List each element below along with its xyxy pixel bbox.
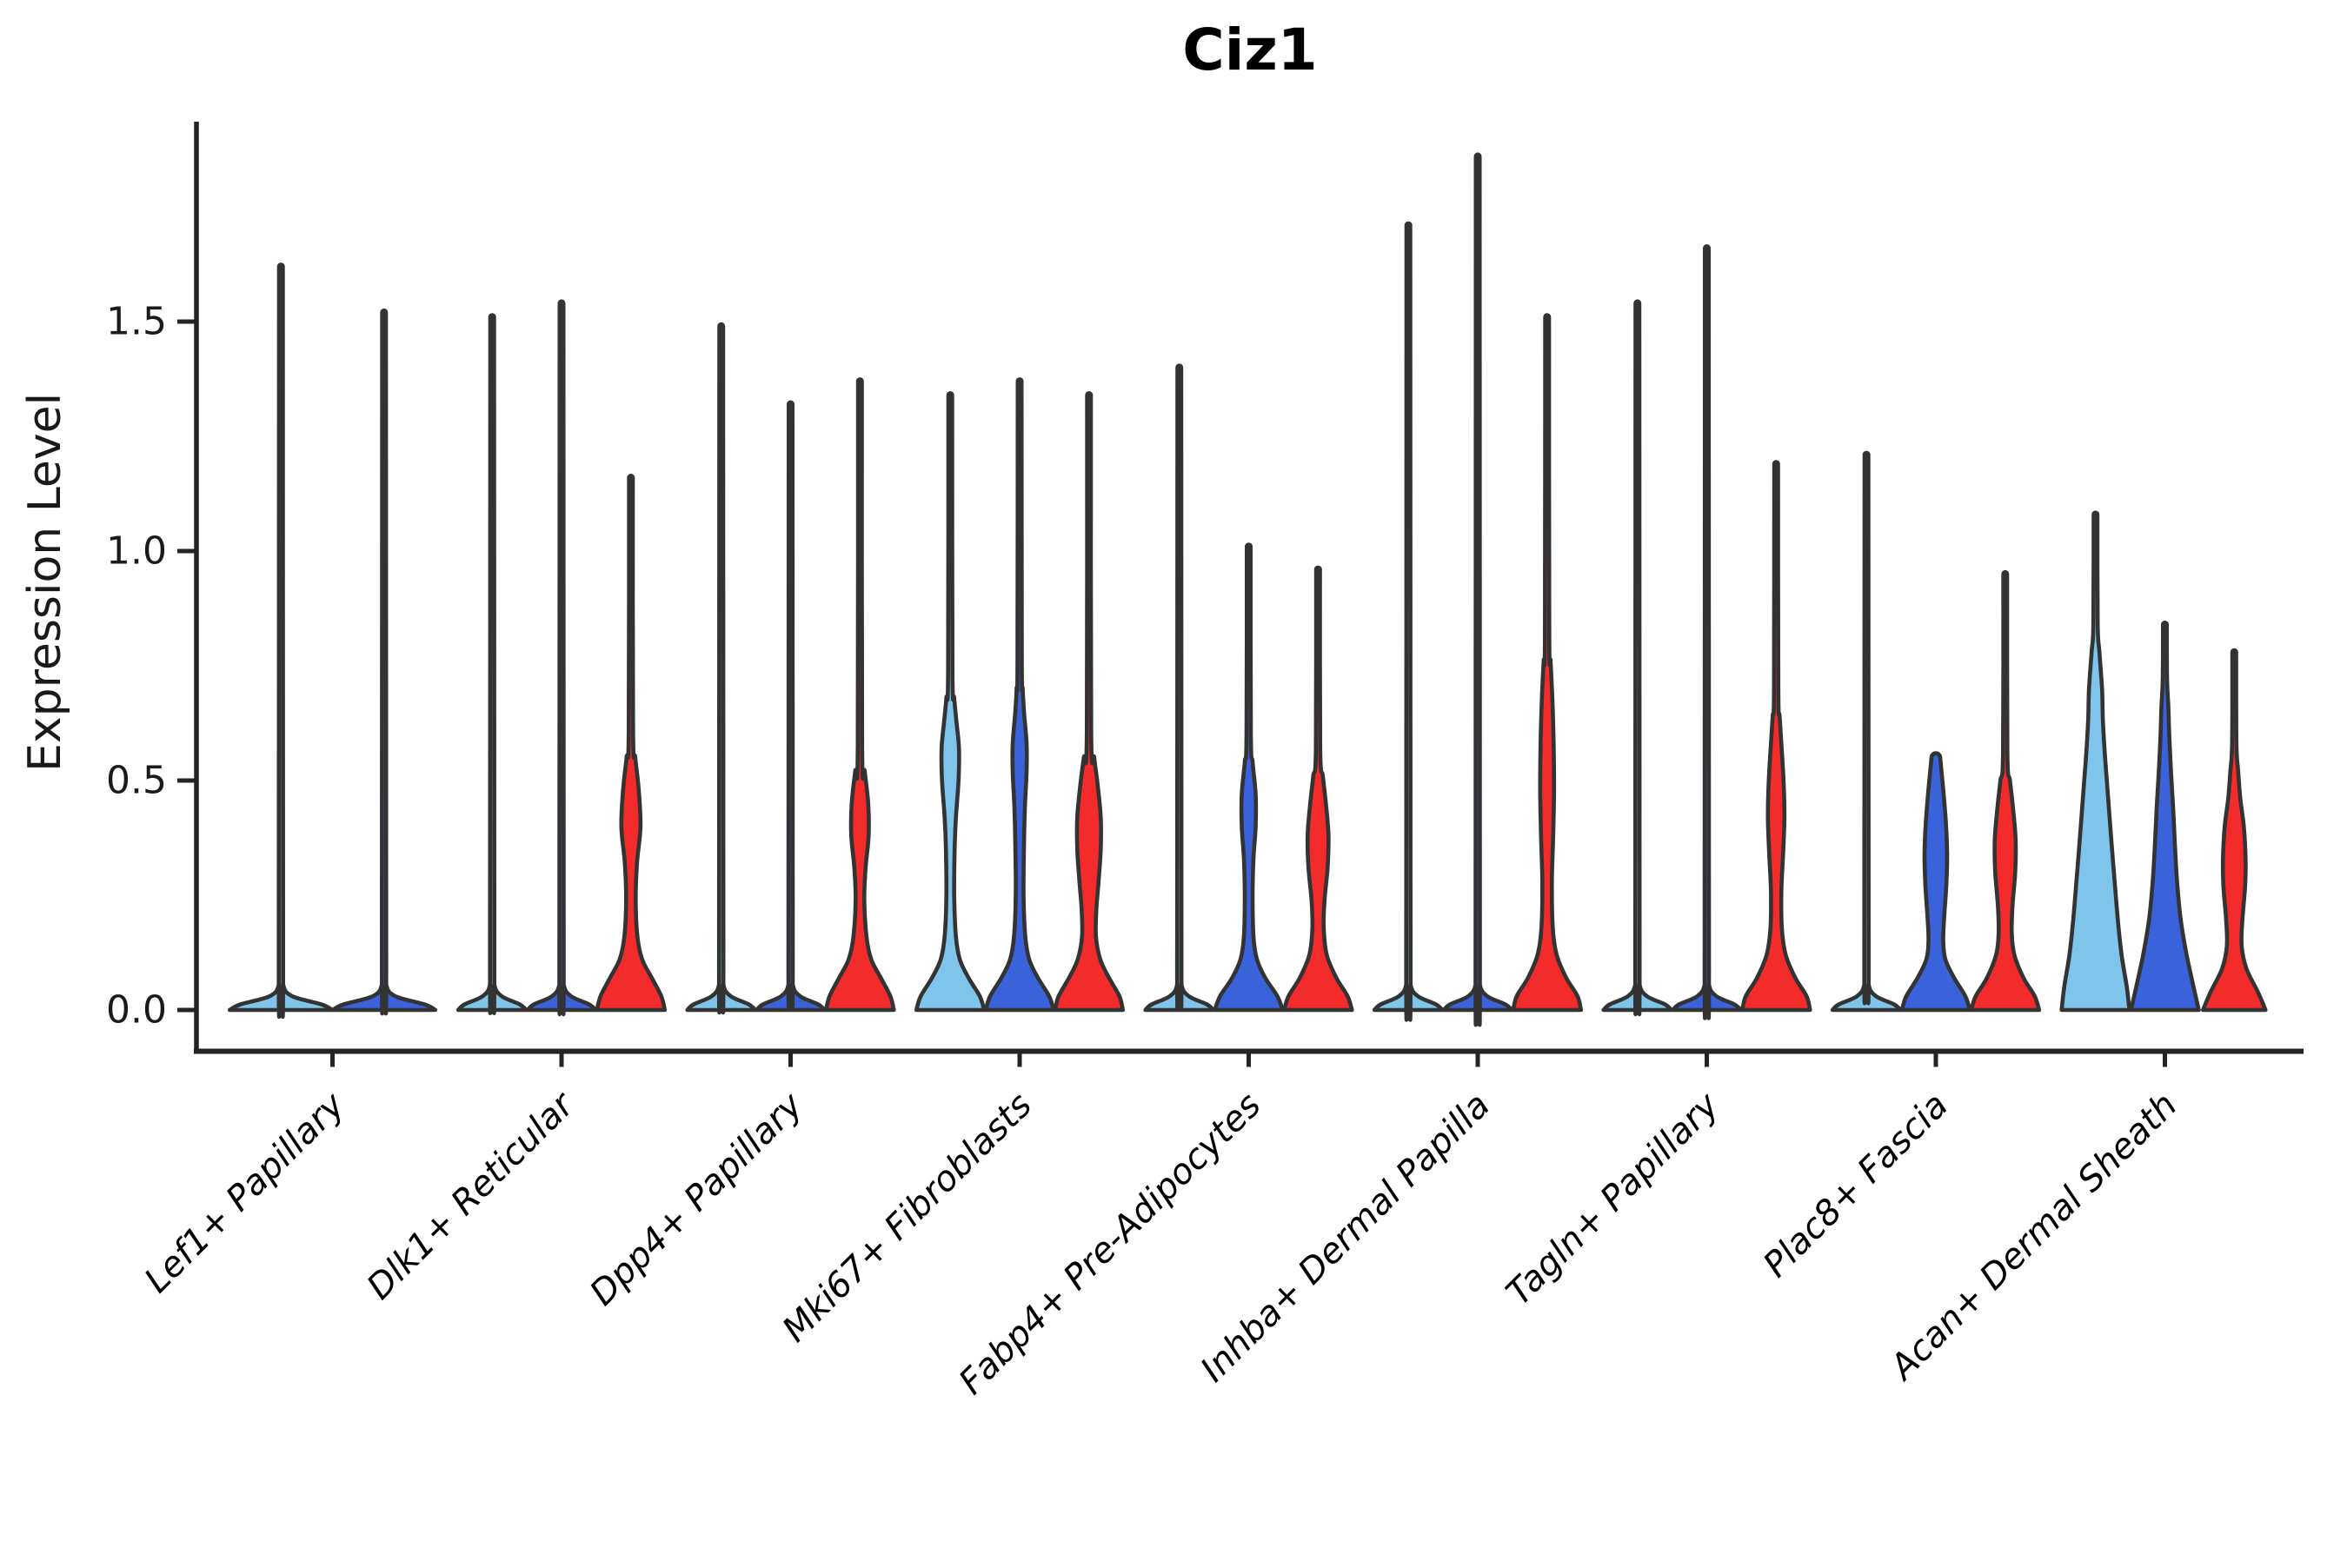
violin-plac8-fascia-lightblue: [1830, 450, 1903, 1013]
violin-lef1-papillary-blue: [330, 308, 438, 1016]
y-tick-label-1.0: 1.0: [106, 529, 167, 574]
violin-acan-dermal-sheath-lightblue: [2059, 510, 2131, 1013]
violin-fabp4-pre-adipocytes-blue: [1213, 542, 1285, 1013]
x-tick-label-dlk1-reticular: Dlk1+ Reticular: [360, 1084, 583, 1307]
y-tick-label-0.0: 0.0: [106, 988, 167, 1033]
violin-dpp4-papillary-lightblue: [685, 322, 757, 1015]
y-tick-label-0.5: 0.5: [106, 759, 167, 803]
violin-mki67-fibroblasts-lightblue: [914, 391, 987, 1013]
violin-acan-dermal-sheath-red: [2201, 648, 2268, 1013]
page-title: Ciz1: [1182, 17, 1317, 83]
violin-dlk1-reticular-lightblue: [455, 313, 529, 1015]
violin-tagln-papillary-red: [1740, 460, 1812, 1013]
violin-inhba-dermal-papilla-blue: [1441, 152, 1514, 1027]
violin-fabp4-pre-adipocytes-lightblue: [1143, 363, 1215, 1013]
violin-inhba-dermal-papilla-lightblue: [1372, 221, 1445, 1022]
violin-dlk1-reticular-blue: [525, 299, 598, 1017]
violin-lef1-papillary-lightblue: [227, 262, 335, 1019]
y-tick-label-1.5: 1.5: [106, 300, 167, 344]
violin-dpp4-papillary-blue: [755, 400, 827, 1013]
violin-acan-dermal-sheath-blue: [2129, 621, 2201, 1013]
x-tick-label-dpp4-papillary: Dpp4+ Papillary: [582, 1085, 811, 1313]
violin-dpp4-papillary-red: [824, 377, 896, 1013]
violin-fabp4-pre-adipocytes-red: [1282, 565, 1354, 1013]
ticks-layer: 0.0 0.5 1.0 1.5 Lef1+ Papillary Dlk1+ Reticul…: [106, 300, 2185, 1403]
x-tick-label-tagln-papillary: Tagln+ Papillary: [1499, 1085, 1727, 1313]
violins-layer: [227, 152, 2268, 1027]
x-tick-label-mki67-fibroblasts: Mki67+ Fibroblasts: [775, 1086, 1040, 1351]
violin-inhba-dermal-papilla-red: [1511, 313, 1584, 1013]
x-tick-label-lef1-papillary: Lef1+ Papillary: [137, 1085, 354, 1301]
y-axis-title: Expression Level: [19, 393, 71, 772]
violin-tagln-papillary-blue: [1671, 244, 1743, 1020]
violin-mki67-fibroblasts-red: [1053, 391, 1126, 1013]
x-tick-label-plac8-fascia: Plac8+ Fascia: [1756, 1086, 1956, 1286]
violin-plac8-fascia-blue: [1899, 751, 1972, 1013]
violin-mki67-fibroblasts-blue: [983, 377, 1056, 1013]
violin-dlk1-reticular-red: [595, 474, 668, 1013]
violin-plac8-fascia-red: [1969, 569, 2042, 1013]
violin-tagln-papillary-lightblue: [1601, 299, 1673, 1017]
